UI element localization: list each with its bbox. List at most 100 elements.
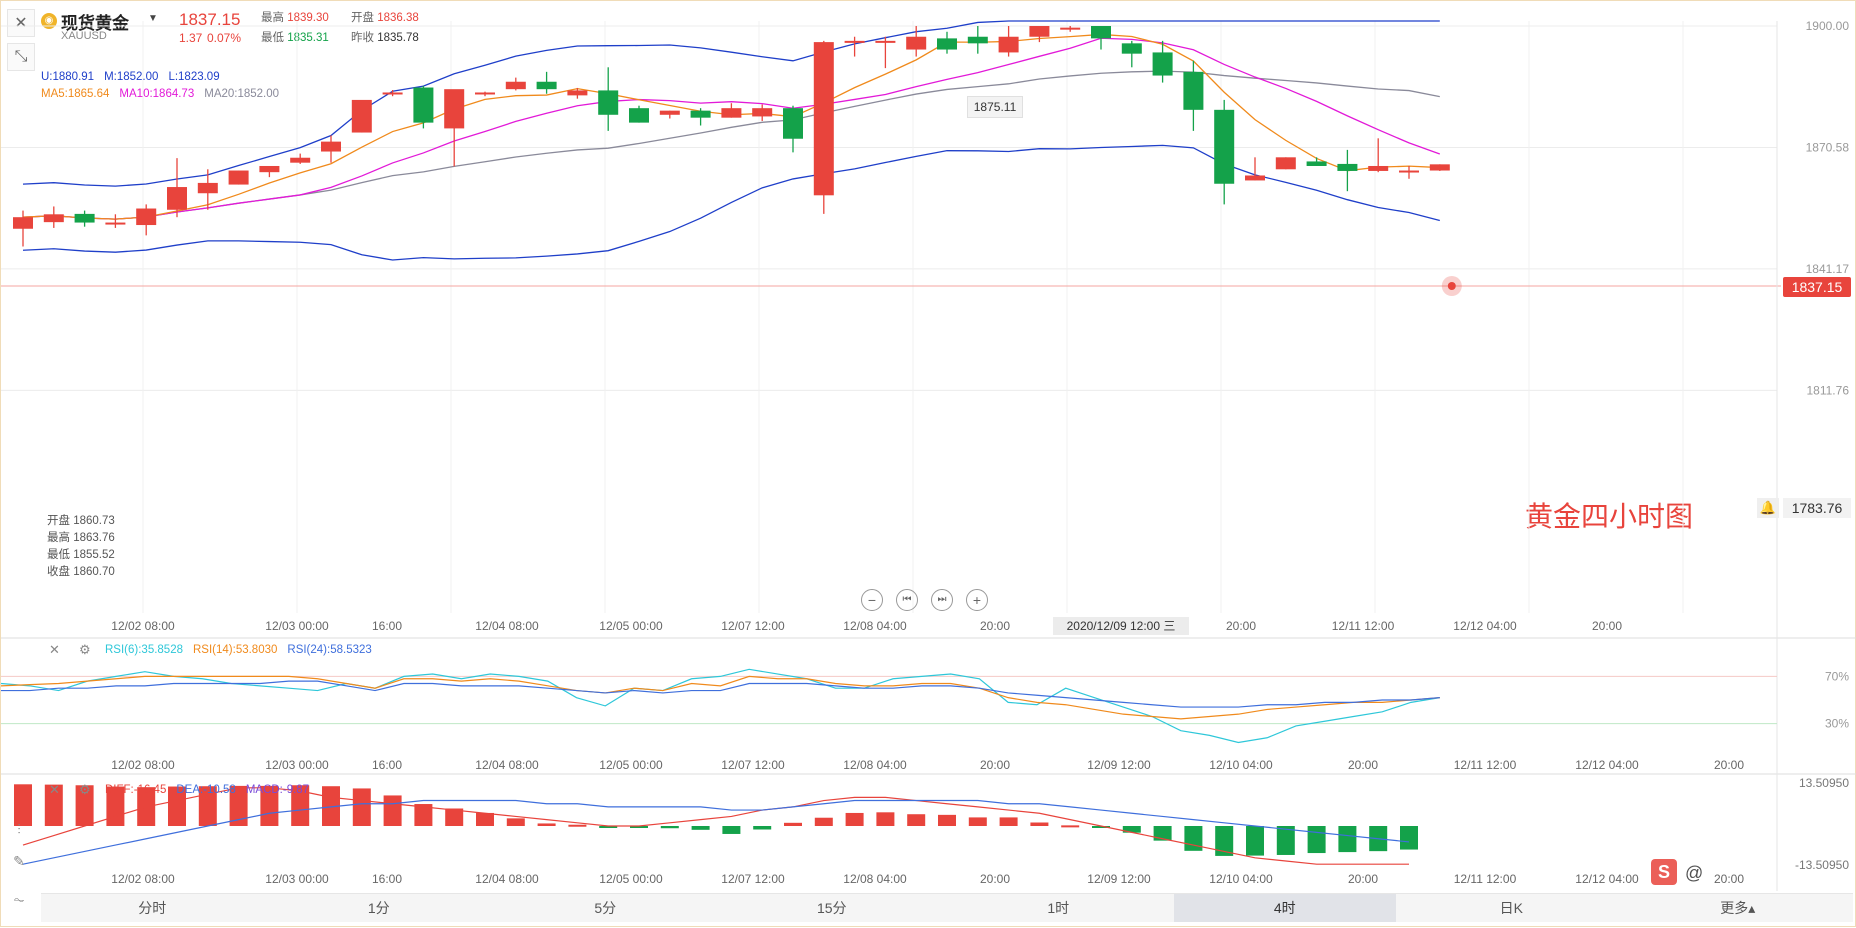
candle-body bbox=[567, 90, 588, 96]
period-tab-3[interactable]: 15分 bbox=[816, 900, 847, 916]
rsi-time-tick-5: 12/07 12:00 bbox=[721, 758, 785, 772]
current-price: 1837.15 bbox=[179, 10, 241, 29]
skip-back-icon[interactable]: ⏮ bbox=[896, 589, 918, 611]
pencil-tool-icon[interactable]: ✎ bbox=[13, 853, 25, 869]
candle-body bbox=[167, 187, 187, 210]
rsi-close-icon[interactable]: ✕ bbox=[49, 642, 60, 657]
candle-body bbox=[43, 214, 64, 223]
main-time-tick-2: 16:00 bbox=[372, 619, 402, 633]
candle-body bbox=[413, 87, 434, 123]
watermark-logo: S @ bbox=[1651, 857, 1851, 889]
macd-close-icon[interactable]: ✕ bbox=[49, 782, 60, 797]
macd-bar bbox=[722, 826, 741, 834]
chart-type-icon[interactable]: ⏦ bbox=[13, 891, 25, 907]
candle-body bbox=[1399, 170, 1419, 173]
candle-body bbox=[721, 108, 742, 118]
macd-settings-icon[interactable]: ⚙ bbox=[79, 782, 91, 797]
main-time-tick-6: 12/08 04:00 bbox=[843, 619, 907, 633]
boll-legend: U:1880.91 M:1852.00 L:1823.09 bbox=[41, 71, 230, 83]
chart-annotation: 黄金四小时图 bbox=[1525, 501, 1694, 532]
period-tab-2[interactable]: 5分 bbox=[594, 900, 617, 916]
period-tab-1[interactable]: 1分 bbox=[367, 900, 390, 916]
macd-bars bbox=[14, 784, 1418, 856]
zoom-in-icon[interactable]: + bbox=[966, 589, 988, 611]
ohlc-row-1: 最高 1863.76 bbox=[47, 532, 115, 544]
candle-body bbox=[844, 40, 865, 43]
rsi-value-1: RSI(14):53.8030 bbox=[193, 644, 278, 656]
period-tab-5[interactable]: 4时 bbox=[1173, 894, 1396, 922]
alert-price: 1783.76 bbox=[1783, 498, 1851, 518]
macd-time-tick-2: 16:00 bbox=[372, 872, 402, 886]
bell-icon[interactable]: 🔔 bbox=[1757, 498, 1779, 518]
macd-bar bbox=[599, 826, 618, 828]
rsi-line-1 bbox=[1, 675, 1440, 720]
main-time-tick-9: 20:00 bbox=[1226, 619, 1256, 633]
ohlc-tooltip: 开盘 1860.73 最高 1863.76 最低 1855.52 收盘 1860.70 bbox=[47, 513, 115, 581]
candlestick-tool-icon[interactable]: ⫶ bbox=[17, 821, 21, 837]
candle-body bbox=[1275, 157, 1296, 170]
candle-body bbox=[783, 108, 803, 139]
candle-body bbox=[1091, 26, 1111, 39]
ma10-line bbox=[22, 37, 1441, 220]
stat-0: 最高 1839.30 bbox=[261, 9, 329, 25]
macd-bar bbox=[229, 785, 248, 826]
period-tab-6[interactable]: 日K bbox=[1499, 900, 1523, 916]
period-tab-7[interactable]: 更多▴ bbox=[1720, 900, 1756, 916]
stat-value: 1835.78 bbox=[377, 32, 419, 44]
rsi-settings-icon[interactable]: ⚙ bbox=[79, 642, 91, 657]
candle-body bbox=[752, 108, 773, 117]
ma-value-2: MA20:1852.00 bbox=[204, 88, 280, 100]
symbol-logo-icon: ◉ bbox=[41, 13, 57, 29]
boll-lower-line bbox=[22, 144, 1440, 261]
zoom-out-icon[interactable]: − bbox=[861, 589, 883, 611]
main-time-tick-7: 20:00 bbox=[980, 619, 1010, 633]
rsi-time-tick-6: 12/08 04:00 bbox=[843, 758, 907, 772]
rsi-time-tick-1: 12/03 00:00 bbox=[265, 758, 329, 772]
macd-time-tick-3: 12/04 08:00 bbox=[475, 872, 539, 886]
ma-value-1: MA10:1864.73 bbox=[119, 88, 195, 100]
period-tab-4[interactable]: 1时 bbox=[1047, 900, 1070, 916]
boll-upper-line bbox=[22, 20, 1440, 187]
main-time-tick-4: 12/05 00:00 bbox=[599, 619, 663, 633]
candle-body bbox=[906, 36, 927, 50]
price-dot bbox=[1447, 282, 1456, 290]
symbol-name[interactable]: 现货黄金 bbox=[61, 14, 129, 33]
crosshair-time-label: 2020/12/09 12:00 三 bbox=[1053, 617, 1189, 635]
candle-body bbox=[1060, 27, 1081, 30]
rsi-tick-30: 30% bbox=[1825, 717, 1849, 731]
price-axis: 1900.00 1870.58 1841.17 1811.76 bbox=[1806, 19, 1850, 397]
macd-time-tick-5: 12/07 12:00 bbox=[721, 872, 785, 886]
candle-body bbox=[1029, 26, 1050, 37]
collapse-icon[interactable]: ⤡ bbox=[7, 43, 35, 71]
macd-line-0 bbox=[22, 787, 1409, 865]
candles bbox=[13, 26, 1450, 247]
macd-time-tick-8: 12/09 12:00 bbox=[1087, 872, 1151, 886]
skip-forward-icon[interactable]: ⏭ bbox=[931, 589, 953, 611]
macd-bar bbox=[352, 788, 371, 826]
macd-time-tick-1: 12/03 00:00 bbox=[265, 872, 329, 886]
macd-bar bbox=[537, 823, 556, 826]
macd-bar bbox=[1215, 826, 1234, 856]
rsi-time-axis: 12/02 08:00 12/03 00:00 16:00 12/04 08:00 12… bbox=[111, 758, 1744, 772]
candle-body bbox=[1306, 161, 1327, 166]
symbol-code: XAUUSD bbox=[61, 30, 107, 42]
period-tab-0[interactable]: 分时 bbox=[138, 900, 167, 916]
candle-body bbox=[1368, 165, 1389, 171]
macd-bar bbox=[1122, 826, 1141, 833]
macd-time-tick-6: 12/08 04:00 bbox=[843, 872, 907, 886]
macd-value-2: MACD:-9.87 bbox=[245, 784, 310, 796]
candle-body bbox=[598, 90, 619, 115]
macd-bar bbox=[876, 812, 895, 826]
rsi-line-0 bbox=[1, 668, 1440, 744]
macd-time-tick-4: 12/05 00:00 bbox=[599, 872, 663, 886]
close-icon[interactable]: ✕ bbox=[7, 9, 35, 37]
chevron-down-icon[interactable]: ▼ bbox=[148, 13, 158, 24]
macd-bar bbox=[106, 786, 125, 826]
main-time-tick-11: 12/12 04:00 bbox=[1453, 619, 1517, 633]
macd-bar bbox=[630, 826, 648, 828]
macd-bar bbox=[1246, 826, 1264, 856]
stat-value: 1836.38 bbox=[377, 12, 419, 24]
stat-label: 开盘 bbox=[351, 12, 378, 24]
